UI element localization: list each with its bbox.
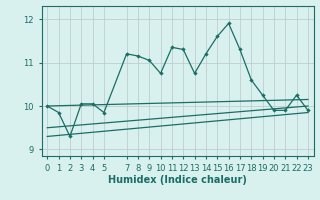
- X-axis label: Humidex (Indice chaleur): Humidex (Indice chaleur): [108, 175, 247, 185]
